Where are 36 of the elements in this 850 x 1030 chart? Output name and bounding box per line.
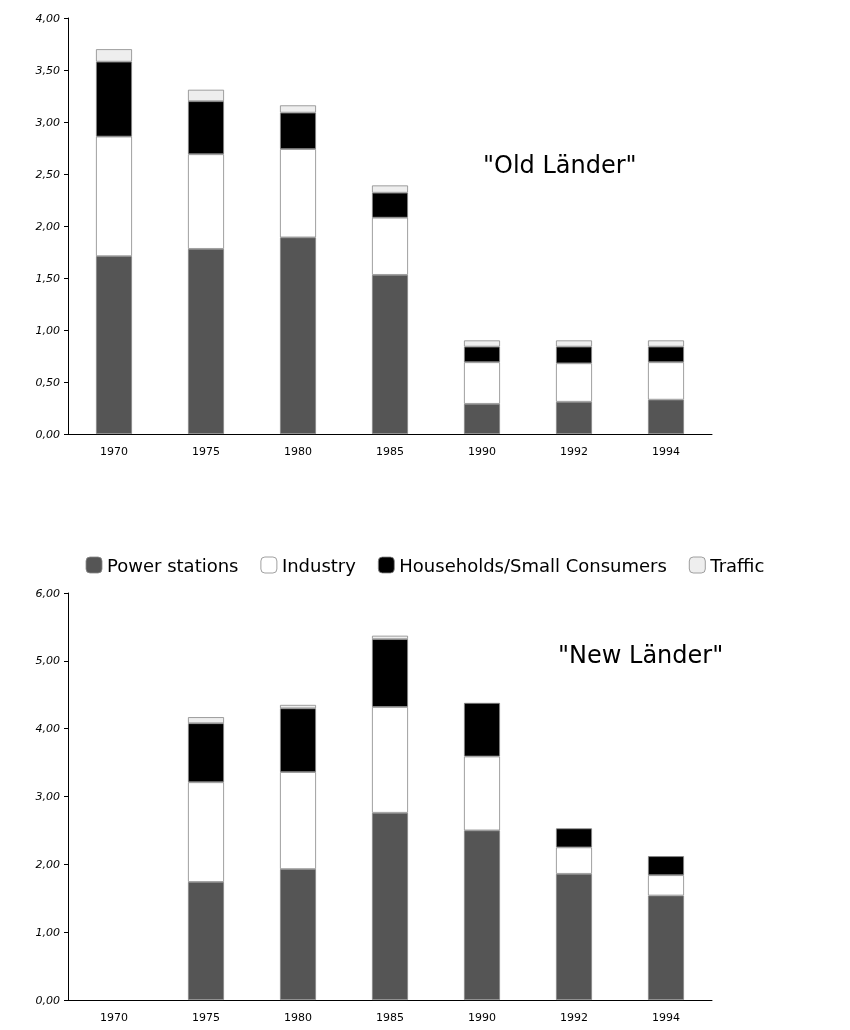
y-tick-label: 0,00 bbox=[35, 993, 60, 1007]
x-tick-label: 1970 bbox=[100, 1011, 128, 1024]
y-tick-label: 2,00 bbox=[35, 219, 60, 233]
x-tick-label: 1990 bbox=[468, 445, 496, 458]
x-tick-label: 1975 bbox=[192, 1011, 220, 1024]
legend-label: Power stations bbox=[107, 554, 239, 576]
y-tick-label: 1,00 bbox=[35, 925, 60, 939]
y-tick-label: 3,00 bbox=[35, 790, 60, 803]
y-tick-label: 0,00 bbox=[35, 427, 60, 441]
y-tick-label: 3,50 bbox=[35, 63, 60, 77]
x-tick-label: 1994 bbox=[652, 445, 680, 458]
x-tick-label: 1985 bbox=[376, 445, 404, 458]
y-tick-label: 1,00 bbox=[35, 323, 60, 337]
x-tick-label: 1980 bbox=[284, 1011, 312, 1024]
legend-label: Traffic bbox=[709, 554, 765, 576]
x-tick-label: 1992 bbox=[560, 1011, 588, 1024]
y-tick-label: 5,00 bbox=[35, 654, 60, 668]
y-tick-label: 2,00 bbox=[35, 857, 60, 871]
y-tick-label: 1,50 bbox=[35, 271, 60, 285]
x-tick-label: 1985 bbox=[376, 1011, 404, 1024]
text: "New Länder" bbox=[558, 641, 724, 669]
x-tick-label: 1970 bbox=[100, 445, 128, 458]
text: "Old Länder" bbox=[483, 151, 637, 179]
x-tick-label: 1975 bbox=[192, 445, 220, 458]
x-tick-label: 1980 bbox=[284, 445, 312, 458]
y-tick-label: 3,00 bbox=[35, 115, 60, 129]
y-tick-label: 4,00 bbox=[35, 722, 60, 736]
y-tick-label: 4,00 bbox=[35, 11, 60, 25]
y-tick-label: 6,00 bbox=[35, 586, 60, 600]
x-tick-label: 1992 bbox=[560, 445, 588, 458]
legend-label: Households/Small Consumers bbox=[399, 554, 667, 576]
legend-label: Industry bbox=[281, 554, 357, 576]
y-tick-label: 0,50 bbox=[35, 375, 60, 389]
x-tick-label: 1990 bbox=[468, 1011, 496, 1024]
y-tick-label: 2,50 bbox=[35, 167, 60, 181]
x-tick-label: 1994 bbox=[652, 1011, 680, 1024]
